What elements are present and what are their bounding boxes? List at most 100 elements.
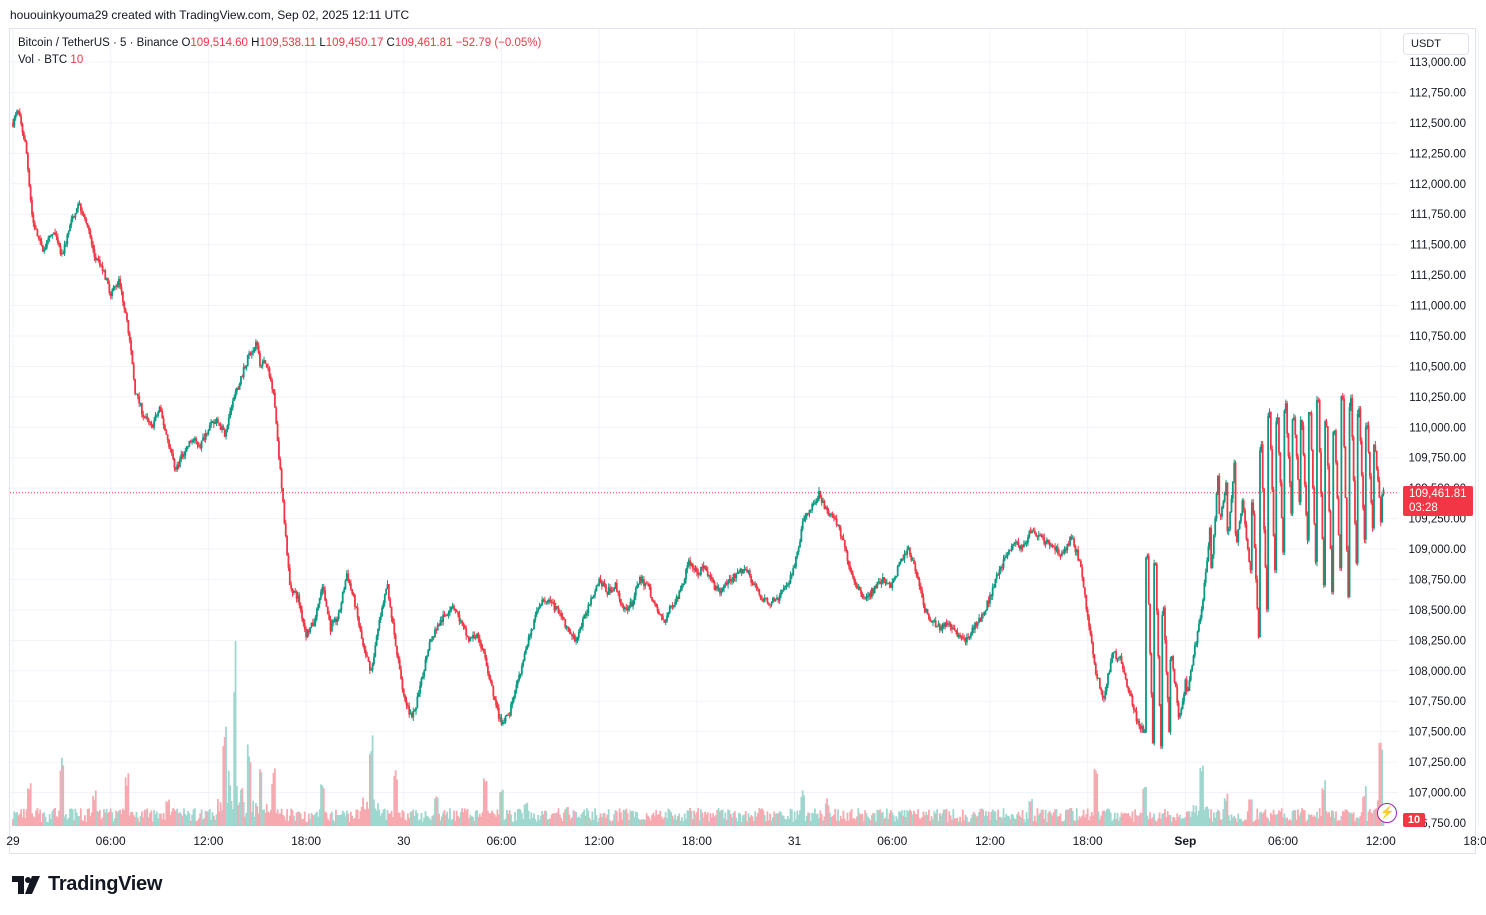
up-candle xyxy=(309,627,312,633)
currency-button[interactable]: USDT xyxy=(1403,33,1469,55)
down-candle xyxy=(1090,633,1093,643)
down-candle xyxy=(961,636,964,638)
down-candle xyxy=(651,596,653,601)
down-candle xyxy=(748,570,751,576)
volume-bar xyxy=(974,813,976,826)
volume-bar xyxy=(774,814,777,826)
volume-bar xyxy=(534,818,537,826)
volume-bar xyxy=(595,815,598,826)
down-candle xyxy=(405,700,408,705)
volume-bar xyxy=(903,809,906,826)
volume-bar xyxy=(1246,811,1249,826)
down-candle xyxy=(1279,452,1282,483)
volume-bar xyxy=(481,812,484,826)
volume-bar xyxy=(341,810,344,826)
up-candle xyxy=(702,565,705,569)
down-candle xyxy=(367,656,370,662)
up-candle xyxy=(668,606,671,613)
volume-bar xyxy=(1196,815,1199,826)
up-candle xyxy=(518,674,521,681)
volume-bar xyxy=(957,821,960,826)
up-candle xyxy=(1208,527,1211,547)
volume-bar xyxy=(1351,814,1354,826)
volume-bar xyxy=(322,788,325,826)
up-candle xyxy=(242,367,245,378)
volume-bar xyxy=(1348,812,1351,826)
volume-bar xyxy=(986,816,989,826)
volume-bar xyxy=(488,813,491,826)
volume-bar xyxy=(1101,811,1104,826)
volume-bar xyxy=(600,817,603,826)
down-candle xyxy=(1100,688,1103,691)
down-candle xyxy=(468,636,470,642)
volume-bar xyxy=(35,810,37,826)
down-candle xyxy=(473,634,476,638)
volume-bar xyxy=(594,808,597,826)
volume-bar xyxy=(1314,817,1317,826)
up-candle xyxy=(330,622,333,632)
volume-bar xyxy=(617,821,620,826)
volume-bar xyxy=(480,816,483,826)
down-candle xyxy=(1354,480,1356,524)
down-candle xyxy=(921,590,924,598)
volume-bar xyxy=(1063,820,1066,826)
volume-bar xyxy=(1092,815,1094,826)
volume-bar xyxy=(676,816,679,826)
up-candle xyxy=(1016,541,1018,544)
down-candle xyxy=(1123,669,1126,673)
up-candle xyxy=(1161,615,1164,747)
volume-bar xyxy=(1146,815,1149,826)
x-tick-label: 12:00 xyxy=(975,834,1005,848)
up-candle xyxy=(809,509,812,511)
volume-bar xyxy=(670,812,672,826)
volume-bar xyxy=(866,816,869,826)
up-candle xyxy=(862,596,865,598)
down-candle xyxy=(712,579,715,582)
down-candle xyxy=(1344,446,1347,498)
volume-bar xyxy=(329,813,332,826)
volume-bar xyxy=(352,819,355,826)
volume-bar xyxy=(512,821,515,826)
down-candle xyxy=(1047,539,1050,543)
lightning-icon[interactable]: ⚡ xyxy=(1377,803,1397,823)
volume-bar xyxy=(629,810,632,826)
volume-bar xyxy=(700,809,702,826)
down-candle xyxy=(1311,449,1314,488)
down-candle xyxy=(1065,548,1067,551)
down-candle xyxy=(1347,549,1350,598)
volume-bar xyxy=(535,821,538,826)
volume-bar xyxy=(402,811,405,826)
volume-bar xyxy=(348,821,351,826)
volume-bar xyxy=(123,809,126,826)
up-candle xyxy=(1192,655,1195,666)
down-candle xyxy=(647,583,649,585)
volume-bar xyxy=(1366,821,1369,826)
volume-bar xyxy=(73,820,75,826)
volume-bar xyxy=(404,819,407,826)
down-candle xyxy=(126,313,128,321)
volume-bar xyxy=(397,812,400,826)
down-candle xyxy=(854,581,857,585)
up-candle xyxy=(145,416,147,418)
down-candle xyxy=(400,669,402,680)
volume-bar xyxy=(515,820,518,826)
up-candle xyxy=(1238,521,1241,530)
volume-bar xyxy=(1177,816,1180,826)
volume-bar xyxy=(63,816,66,826)
down-candle xyxy=(1335,430,1337,463)
down-candle xyxy=(81,211,84,214)
up-candle xyxy=(336,618,339,623)
volume-bar xyxy=(780,812,782,826)
down-candle xyxy=(553,602,556,611)
down-candle xyxy=(777,597,780,601)
up-candle xyxy=(434,629,436,638)
down-candle xyxy=(1294,417,1297,435)
down-candle xyxy=(1150,653,1153,695)
volume-bar xyxy=(591,811,594,826)
up-candle xyxy=(459,620,462,622)
volume-bar xyxy=(786,816,789,826)
volume-bar xyxy=(899,812,902,826)
volume-bar xyxy=(565,807,568,826)
volume-bar xyxy=(1098,819,1101,826)
